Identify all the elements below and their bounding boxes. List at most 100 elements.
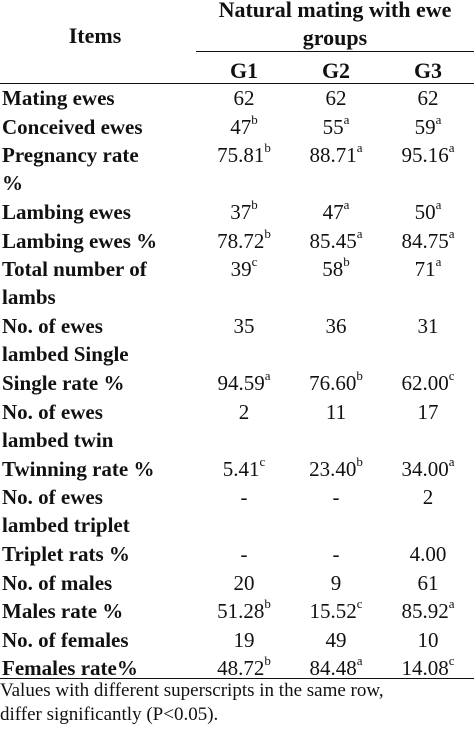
cell-value: 20 bbox=[233, 570, 255, 595]
row-label-line: Lambing ewes % bbox=[2, 228, 158, 253]
cell-value: 17 bbox=[417, 399, 439, 424]
significance-superscript: c bbox=[259, 453, 266, 469]
row-label-line: lambed triplet bbox=[2, 513, 130, 537]
row-label: Lambing ewes bbox=[2, 198, 192, 226]
row-label-line: lambed Single bbox=[2, 342, 129, 366]
cell-g1: 5.41c bbox=[196, 455, 292, 483]
cell-g2: 84.48a bbox=[288, 654, 384, 682]
cell-g2: 76.60b bbox=[288, 369, 384, 397]
table-row: Pregnancy rate% 75.81b 88.71a 95.16a bbox=[0, 141, 474, 198]
table-row: Conceived ewes 47b 55a 59a bbox=[0, 113, 474, 142]
row-label: Total number of lambs bbox=[2, 255, 192, 311]
footnote-line: differ significantly (P<0.05). bbox=[0, 704, 219, 725]
footnote-line: Values with different superscripts in th… bbox=[0, 680, 384, 701]
row-label: Males rate % bbox=[2, 597, 192, 625]
significance-superscript: b bbox=[251, 111, 258, 127]
group-header-line-1: Natural mating with ewe bbox=[218, 0, 452, 22]
cell-g3: 62 bbox=[380, 84, 474, 112]
cell-value: 14.08 bbox=[401, 656, 449, 680]
cell-value: 78.72 bbox=[217, 228, 265, 253]
table-footnote: Values with different superscripts in th… bbox=[0, 679, 474, 727]
cell-g3: 71a bbox=[380, 255, 474, 283]
cell-value: 95.16 bbox=[401, 143, 449, 167]
row-label: Single rate % bbox=[2, 369, 192, 397]
cell-value: 62.00 bbox=[401, 371, 449, 395]
significance-superscript: a bbox=[356, 140, 363, 155]
significance-superscript: b bbox=[343, 254, 350, 269]
row-label-line: No. of males bbox=[2, 570, 113, 595]
cell-g1: 20 bbox=[196, 569, 292, 597]
cell-g2: 49 bbox=[288, 626, 384, 654]
table-row: Males rate % 51.28b 15.52c 85.92a bbox=[0, 597, 474, 626]
significance-superscript: a bbox=[448, 596, 455, 611]
table-row: Single rate % 94.59a 76.60b 62.00c bbox=[0, 369, 474, 398]
significance-superscript: c bbox=[251, 254, 258, 269]
table-row: No. of ewes lambed triplet - - 2 bbox=[0, 483, 474, 540]
table-row: Total number of lambs 39c 58b 71a bbox=[0, 255, 474, 312]
significance-superscript: b bbox=[264, 225, 271, 241]
cell-value: - bbox=[240, 542, 248, 566]
significance-superscript: b bbox=[356, 368, 363, 383]
cell-g2: 9 bbox=[288, 569, 384, 597]
cell-value: 62 bbox=[417, 86, 439, 110]
row-label: Females rate% bbox=[2, 654, 192, 682]
row-label: Twinning rate % bbox=[2, 455, 192, 483]
table-bottom-rule bbox=[0, 678, 474, 679]
cell-value: 58 bbox=[322, 257, 344, 281]
significance-superscript: a bbox=[435, 254, 442, 269]
significance-superscript: a bbox=[448, 225, 455, 241]
cell-g2: 23.40b bbox=[288, 455, 384, 483]
cell-g3: 50a bbox=[380, 198, 474, 226]
significance-superscript: a bbox=[343, 111, 350, 127]
cell-value: 75.81 bbox=[217, 143, 265, 167]
cell-value: 2 bbox=[422, 485, 434, 509]
group-column-header: Natural mating with ewe groups bbox=[196, 0, 474, 52]
cell-value: 61 bbox=[417, 570, 439, 595]
cell-value: 5.41 bbox=[222, 456, 260, 481]
cell-value: 76.60 bbox=[309, 371, 357, 395]
significance-superscript: c bbox=[356, 596, 363, 611]
cell-g1: 37b bbox=[196, 198, 292, 226]
cell-g2: 55a bbox=[288, 113, 384, 141]
cell-value: - bbox=[240, 485, 248, 509]
row-label: No. of ewes lambed triplet bbox=[2, 483, 192, 539]
row-label-line: Pregnancy rate bbox=[2, 143, 139, 167]
significance-superscript: c bbox=[448, 653, 455, 668]
cell-g2: - bbox=[288, 540, 384, 568]
cell-g3: 85.92a bbox=[380, 597, 474, 625]
row-label-line: Conceived ewes bbox=[2, 114, 143, 139]
significance-superscript: b bbox=[251, 197, 258, 212]
table-row: No. of ewes lambed twin 2 11 17 bbox=[0, 398, 474, 455]
cell-value: 9 bbox=[330, 570, 342, 595]
cell-g2: 36 bbox=[288, 312, 384, 340]
header-g3: G3 bbox=[413, 58, 443, 83]
header-g2: G2 bbox=[321, 58, 351, 83]
cell-value: 15.52 bbox=[309, 599, 357, 623]
cell-value: 11 bbox=[325, 399, 347, 424]
row-label-line: No. of ewes bbox=[2, 399, 103, 424]
table-row: Lambing ewes % 78.72b 85.45a 84.75a bbox=[0, 227, 474, 256]
row-label-line: Mating ewes bbox=[2, 86, 115, 110]
cell-value: 31 bbox=[417, 314, 439, 338]
row-label-line: % bbox=[2, 171, 23, 195]
row-label: No. of ewes lambed Single bbox=[2, 312, 192, 368]
significance-superscript: b bbox=[264, 140, 271, 155]
cell-value: 34.00 bbox=[401, 456, 449, 481]
cell-g2: - bbox=[288, 483, 384, 511]
row-label-line: Females rate% bbox=[2, 656, 138, 680]
row-label-line: Single rate % bbox=[2, 371, 125, 395]
cell-g2: 11 bbox=[288, 398, 384, 426]
cell-value: 94.59 bbox=[217, 371, 265, 395]
table-row: Twinning rate % 5.41c 23.40b 34.00a bbox=[0, 455, 474, 484]
row-label-line: No. of ewes bbox=[2, 314, 103, 338]
significance-superscript: a bbox=[264, 368, 271, 383]
header-g1: G1 bbox=[229, 58, 259, 83]
row-label-line: Lambing ewes bbox=[2, 200, 131, 224]
row-label-line: No. of females bbox=[2, 627, 129, 652]
significance-superscript: b bbox=[356, 453, 363, 469]
group-header-line-2: groups bbox=[302, 25, 368, 50]
row-label-line: Males rate % bbox=[2, 599, 124, 623]
cell-value: 59 bbox=[414, 114, 436, 139]
cell-g2: 62 bbox=[288, 84, 384, 112]
cell-g3: 62.00c bbox=[380, 369, 474, 397]
